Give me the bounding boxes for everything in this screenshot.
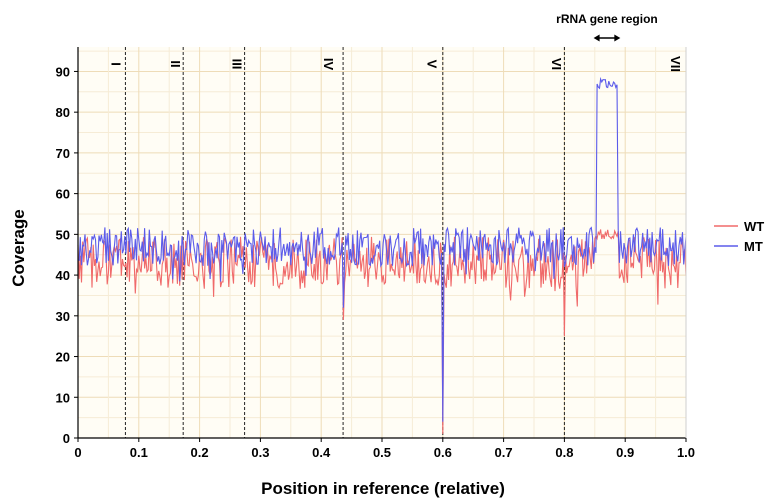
y-tick-label: 30	[56, 309, 70, 324]
grid	[77, 47, 687, 439]
series-layer	[77, 76, 687, 434]
x-axis-title: Position in reference (relative)	[261, 479, 505, 498]
chromosome-label: III	[229, 59, 244, 70]
y-axis-title: Coverage	[9, 209, 28, 286]
x-tick-label: 0.8	[555, 445, 573, 460]
y-tick-label: 70	[56, 146, 70, 161]
x-tick-label: 0.9	[616, 445, 634, 460]
y-tick-label: 80	[56, 105, 70, 120]
legend: WT MT	[714, 219, 764, 254]
chromosome-label: V	[425, 60, 440, 69]
chromosome-labels: I II III IV V VI VII	[108, 56, 682, 72]
y-tick-label: 60	[56, 187, 70, 202]
x-tick-label: 0.5	[373, 445, 391, 460]
chromosome-label: VI	[549, 58, 564, 70]
x-tick-label: 0	[74, 445, 81, 460]
y-tick-label: 40	[56, 268, 70, 283]
rrna-annotation: rRNA gene region	[556, 12, 658, 42]
x-tick-label: 0.4	[312, 445, 331, 460]
x-tick-label: 1.0	[677, 445, 695, 460]
y-tick-label: 10	[56, 390, 70, 405]
x-tick-labels: 0 0.1 0.2 0.3 0.4 0.5 0.6 0.7 0.8 0.9 1.0	[74, 445, 695, 460]
axes	[74, 47, 687, 442]
x-tick-label: 0.3	[251, 445, 269, 460]
annotation-arrowhead-right	[614, 34, 621, 42]
chromosome-label: IV	[321, 58, 336, 71]
legend-label-wt: WT	[744, 219, 764, 234]
chromosome-label: VII	[668, 56, 683, 72]
x-tick-label: 0.6	[434, 445, 452, 460]
x-tick-label: 0.2	[191, 445, 209, 460]
y-tick-label: 0	[63, 431, 70, 446]
annotation-text: rRNA gene region	[556, 12, 658, 26]
y-tick-label: 50	[56, 227, 70, 242]
series-line-mt	[77, 76, 687, 422]
y-tick-labels: 0 10 20 30 40 50 60 70 80 90	[56, 64, 70, 446]
y-tick-label: 90	[56, 64, 70, 79]
x-tick-label: 0.1	[130, 445, 148, 460]
annotation-arrowhead-left	[593, 34, 600, 42]
y-tick-label: 20	[56, 350, 70, 365]
chromosome-label: II	[168, 60, 183, 67]
legend-label-mt: MT	[744, 239, 763, 254]
chromosome-label: I	[108, 62, 123, 66]
x-tick-label: 0.7	[495, 445, 513, 460]
